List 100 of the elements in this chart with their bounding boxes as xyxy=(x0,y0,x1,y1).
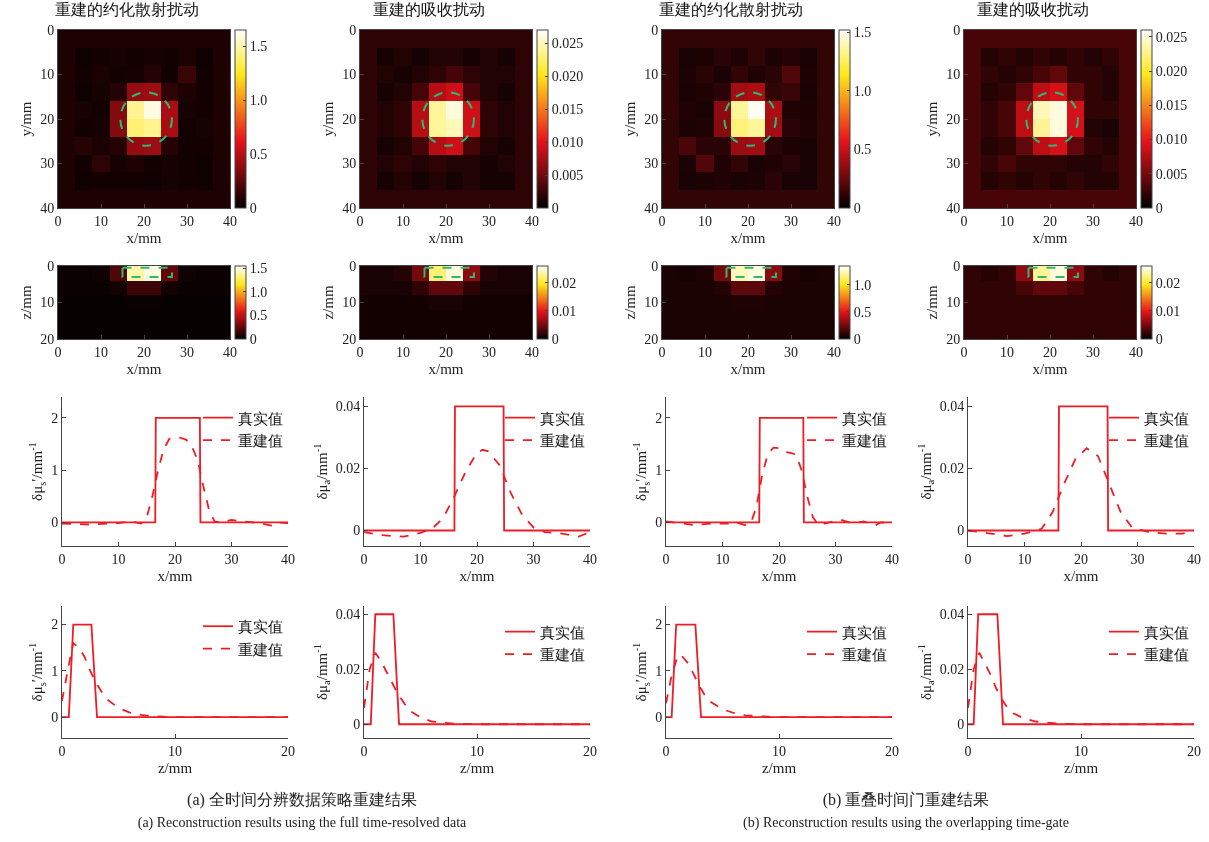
y-tick-label: 1 xyxy=(51,663,59,679)
legend-label: 重建值 xyxy=(540,433,585,450)
y-tick-label: 20 xyxy=(40,111,55,127)
x-axis-title: x/mm xyxy=(1063,567,1099,584)
x-tick-label: 10 xyxy=(698,213,712,229)
color-bar-label: 0 xyxy=(551,200,559,216)
y-tick-label: 10 xyxy=(342,67,357,83)
x-axis-title: z/mm xyxy=(459,759,495,776)
y-tick-label: 2 xyxy=(51,410,59,426)
y-axis-title: z/mm xyxy=(924,285,941,320)
x-tick-label: 20 xyxy=(439,344,453,360)
legend-label: 真实值 xyxy=(1144,410,1189,427)
x-tick-label: 10 xyxy=(715,551,730,567)
x-tick-label: 40 xyxy=(223,213,237,229)
x-axis-title: z/mm xyxy=(761,759,797,776)
y-tick-label: 20 xyxy=(946,331,961,347)
y-tick-label: 0 xyxy=(353,523,361,539)
legend-label: 真实值 xyxy=(1144,624,1189,641)
x-tick-label: 40 xyxy=(885,551,899,567)
color-bar-label: 0.5 xyxy=(249,308,268,324)
x-tick-label: 30 xyxy=(180,344,194,360)
x-tick-label: 20 xyxy=(168,551,182,567)
y-tick-label: 30 xyxy=(644,156,659,172)
y-tick-label: 40 xyxy=(40,200,55,216)
x-tick-label: 10 xyxy=(94,344,108,360)
color-bar-label: 1.0 xyxy=(249,284,268,300)
y-tick-label: 10 xyxy=(644,295,659,311)
x-tick-label: 40 xyxy=(583,551,597,567)
color-bar-label: 0 xyxy=(1155,331,1163,347)
color-bar-label: 0.010 xyxy=(1155,132,1188,148)
x-tick-label: 20 xyxy=(772,551,786,567)
x-tick-label: 30 xyxy=(526,551,541,567)
x-tick-label: 20 xyxy=(1074,551,1088,567)
x-tick-label: 10 xyxy=(396,213,410,229)
y-tick-label: 0 xyxy=(957,717,965,733)
text: (b) Reconstruction results using the overlapping time-gate xyxy=(742,815,1070,831)
y-tick-label: 10 xyxy=(342,295,357,311)
color-bar-label: 1.0 xyxy=(853,83,872,99)
x-tick-label: 20 xyxy=(741,213,755,229)
y-tick-label: 0 xyxy=(51,710,59,726)
color-bar-label: 0 xyxy=(853,331,861,347)
x-tick-label: 30 xyxy=(784,213,798,229)
x-tick-label: 40 xyxy=(525,344,539,360)
color-bar-label: 1.0 xyxy=(853,277,872,293)
color-bar-label: 0.020 xyxy=(551,69,584,85)
legend-label: 重建值 xyxy=(238,641,283,658)
x-tick-label: 10 xyxy=(396,344,410,360)
x-tick-label: 30 xyxy=(224,551,239,567)
color-bar-label: 0.010 xyxy=(551,134,584,150)
y-tick-label: 0.02 xyxy=(939,461,965,477)
x-tick-label: 20 xyxy=(439,213,453,229)
y-tick-label: 40 xyxy=(342,200,357,216)
y-tick-label: 0 xyxy=(957,523,965,539)
y-tick-label: 2 xyxy=(51,617,59,633)
color-bar-label: 0 xyxy=(853,200,861,216)
color-bar-label: 0.02 xyxy=(551,275,577,291)
color-bar-label: 1.5 xyxy=(249,39,268,55)
x-axis-title: x/mm xyxy=(761,567,797,584)
x-tick-label: 10 xyxy=(698,344,712,360)
chart-title: 重建的吸收扰动 xyxy=(976,1,1089,19)
x-tick-label: 40 xyxy=(827,344,841,360)
x-tick-label: 20 xyxy=(885,743,899,759)
x-tick-label: 40 xyxy=(223,344,237,360)
color-bar-label: 0.025 xyxy=(1155,29,1188,45)
x-axis-title: z/mm xyxy=(1063,759,1099,776)
y-tick-label: 0 xyxy=(651,258,659,274)
y-tick-label: 0 xyxy=(47,22,55,38)
color-bar-label: 0.5 xyxy=(249,146,268,162)
x-tick-label: 10 xyxy=(94,213,108,229)
x-tick-label: 20 xyxy=(137,213,151,229)
y-tick-label: 20 xyxy=(40,331,55,347)
color-bar-label: 0.005 xyxy=(1155,166,1188,182)
y-axis-title: y/mm xyxy=(18,101,35,137)
color-bar-label: 1.5 xyxy=(249,261,268,277)
legend-label: 重建值 xyxy=(842,433,887,450)
legend-label: 真实值 xyxy=(842,410,887,427)
color-bar-label: 1.0 xyxy=(249,93,268,109)
y-tick-label: 0.02 xyxy=(335,662,361,678)
color-bar-label: 0.025 xyxy=(551,36,584,52)
x-tick-label: 40 xyxy=(281,551,295,567)
y-tick-label: 1 xyxy=(655,663,663,679)
legend-label: 真实值 xyxy=(238,410,283,427)
x-tick-label: 10 xyxy=(111,551,126,567)
legend-label: 重建值 xyxy=(842,647,887,664)
x-tick-label: 10 xyxy=(168,743,182,759)
y-tick-label: 0 xyxy=(353,717,361,733)
x-tick-label: 10 xyxy=(1017,551,1032,567)
x-tick-label: 30 xyxy=(1086,213,1100,229)
x-tick-label: 30 xyxy=(828,551,843,567)
y-tick-label: 20 xyxy=(644,331,659,347)
y-tick-label: 1 xyxy=(655,463,663,479)
legend-label: 真实值 xyxy=(540,410,585,427)
legend-label: 真实值 xyxy=(842,624,887,641)
chart-title: 重建的吸收扰动 xyxy=(372,1,485,19)
color-bar-label: 0 xyxy=(249,331,257,347)
legend-label: 重建值 xyxy=(1144,647,1189,664)
x-tick-label: 30 xyxy=(784,344,798,360)
legend-label: 重建值 xyxy=(540,647,585,664)
y-tick-label: 0 xyxy=(953,258,961,274)
color-bar-label: 0.015 xyxy=(1155,98,1188,114)
